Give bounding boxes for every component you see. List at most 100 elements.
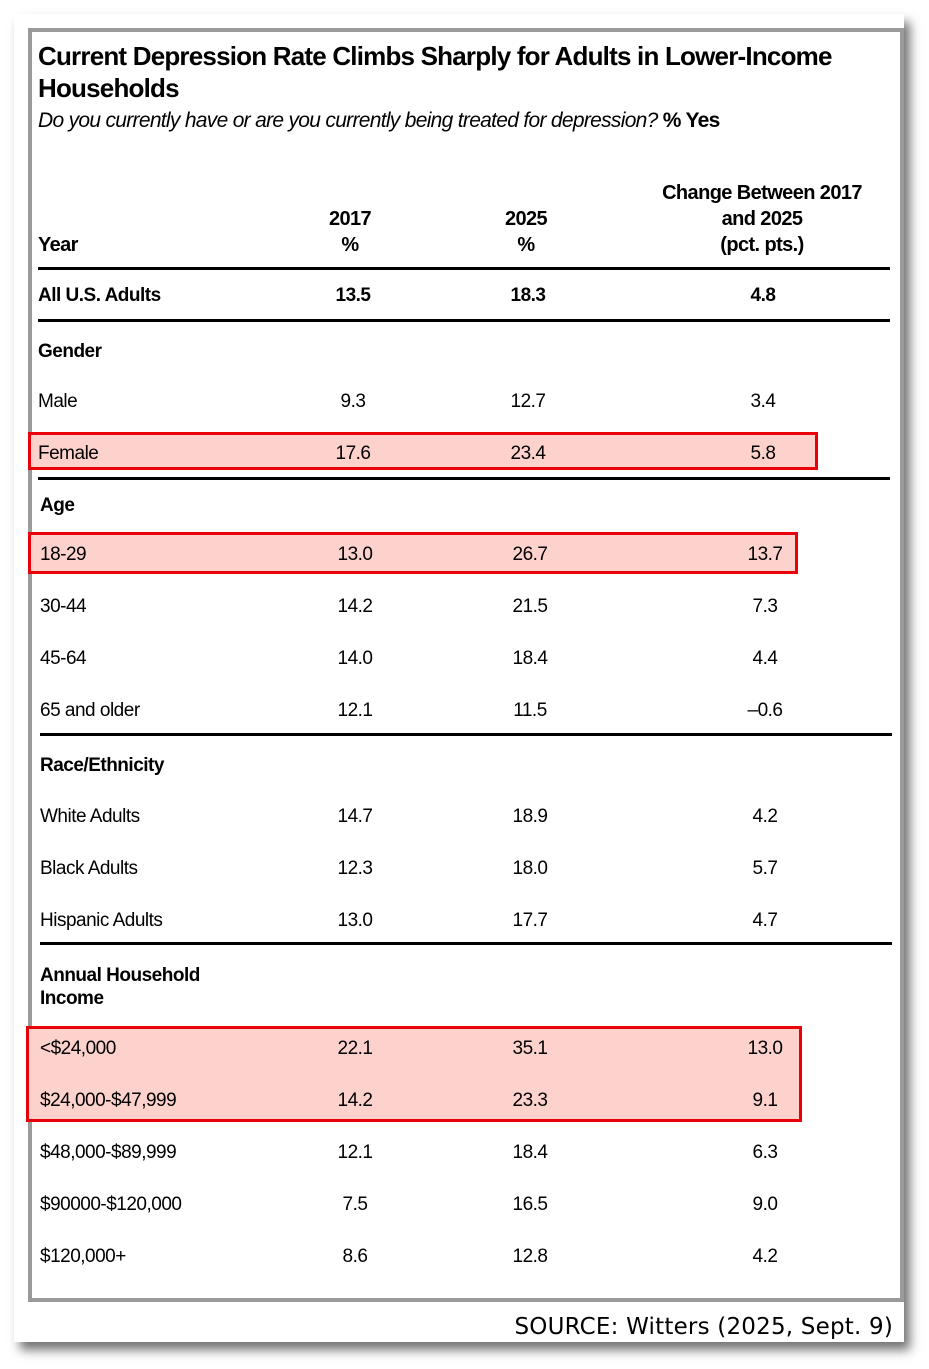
table-row: 30-44 14.2 21.5 7.3 bbox=[40, 587, 892, 627]
value-2025: 18.9 bbox=[512, 806, 548, 827]
section-title-gender: Gender bbox=[38, 341, 102, 362]
table-row: Male 9.3 12.7 3.4 bbox=[38, 382, 890, 422]
row-label: 45-64 bbox=[40, 648, 87, 669]
table-row: Hispanic Adults 13.0 17.7 4.7 bbox=[40, 901, 892, 941]
value-change: 5.7 bbox=[752, 858, 778, 879]
value-2025: 18.3 bbox=[510, 285, 546, 306]
section-title-line2: Income bbox=[40, 988, 104, 1009]
value-change: 4.4 bbox=[752, 648, 778, 669]
section-rule bbox=[40, 942, 892, 945]
value-2025: 16.5 bbox=[512, 1194, 548, 1215]
value-change: 4.7 bbox=[752, 910, 778, 931]
table-row-highlighted: $24,000-$47,999 14.2 23.3 9.1 bbox=[40, 1081, 892, 1121]
header-change-line2: and 2025 bbox=[721, 208, 803, 230]
section-rule bbox=[40, 733, 892, 736]
row-label: <$24,000 bbox=[40, 1038, 116, 1059]
row-label: $48,000-$89,999 bbox=[40, 1142, 177, 1163]
section-title-income: Annual Household Income bbox=[40, 964, 200, 1010]
value-change: 7.3 bbox=[752, 596, 778, 617]
value-change: 13.7 bbox=[747, 544, 783, 565]
value-2017: 13.0 bbox=[337, 544, 373, 565]
section-title-race: Race/Ethnicity bbox=[40, 755, 164, 776]
value-2025: 21.5 bbox=[512, 596, 548, 617]
measure-label: % Yes bbox=[662, 109, 721, 132]
table-row-highlighted: <$24,000 22.1 35.1 13.0 bbox=[40, 1029, 892, 1069]
header-2017: 2017 % bbox=[310, 206, 390, 258]
value-2017: 14.2 bbox=[337, 1090, 373, 1111]
header-change-line1: Change Between 2017 bbox=[662, 182, 862, 204]
value-2017: 17.6 bbox=[335, 443, 371, 464]
value-2017: 12.1 bbox=[337, 1142, 373, 1163]
section-rule bbox=[38, 477, 890, 480]
header-2025-year: 2025 bbox=[504, 208, 548, 230]
table-row: 45-64 14.0 18.4 4.4 bbox=[40, 639, 892, 679]
value-2025: 18.4 bbox=[512, 1142, 548, 1163]
value-change: 13.0 bbox=[747, 1038, 783, 1059]
value-2017: 12.3 bbox=[337, 858, 373, 879]
row-label: Black Adults bbox=[40, 858, 138, 879]
value-2025: 18.4 bbox=[512, 648, 548, 669]
table-row-highlighted: Female 17.6 23.4 5.8 bbox=[38, 434, 890, 474]
header-rule bbox=[38, 267, 890, 270]
row-label: 65 and older bbox=[40, 700, 140, 721]
row-label: Male bbox=[38, 391, 78, 412]
value-change: 4.2 bbox=[752, 806, 778, 827]
table-row-total: All U.S. Adults 13.5 18.3 4.8 bbox=[38, 276, 890, 316]
value-2025: 11.5 bbox=[513, 700, 547, 721]
value-2025: 26.7 bbox=[512, 544, 548, 565]
value-change: 5.8 bbox=[750, 443, 776, 464]
value-change: –0.6 bbox=[747, 700, 783, 721]
row-label: Hispanic Adults bbox=[40, 910, 163, 931]
header-2017-year: 2017 bbox=[328, 208, 372, 230]
row-label: $120,000+ bbox=[40, 1246, 126, 1267]
header-2025-unit: % bbox=[517, 234, 535, 256]
value-2025: 23.3 bbox=[512, 1090, 548, 1111]
row-label: $24,000-$47,999 bbox=[40, 1090, 177, 1111]
value-2017: 13.0 bbox=[337, 910, 373, 931]
table-row: White Adults 14.7 18.9 4.2 bbox=[40, 797, 892, 837]
value-change: 9.0 bbox=[752, 1194, 778, 1215]
value-change: 6.3 bbox=[752, 1142, 778, 1163]
value-2017: 14.0 bbox=[337, 648, 373, 669]
header-2025: 2025 % bbox=[486, 206, 566, 258]
survey-question: Do you currently have or are you current… bbox=[38, 109, 658, 132]
row-label: All U.S. Adults bbox=[38, 285, 161, 306]
value-2025: 35.1 bbox=[512, 1038, 548, 1059]
section-title-age: Age bbox=[40, 495, 75, 516]
value-2025: 17.7 bbox=[512, 910, 548, 931]
source-citation: SOURCE: Witters (2025, Sept. 9) bbox=[514, 1314, 893, 1340]
value-change: 9.1 bbox=[752, 1090, 778, 1111]
value-2017: 22.1 bbox=[337, 1038, 373, 1059]
table-row: 65 and older 12.1 11.5 –0.6 bbox=[40, 691, 892, 731]
header-2017-unit: % bbox=[341, 234, 359, 256]
table-row: Black Adults 12.3 18.0 5.7 bbox=[40, 849, 892, 889]
value-2025: 18.0 bbox=[512, 858, 548, 879]
header-change-line3: (pct. pts.) bbox=[720, 234, 804, 256]
header-change: Change Between 2017 and 2025 (pct. pts.) bbox=[640, 180, 884, 258]
table-row-highlighted: 18-29 13.0 26.7 13.7 bbox=[40, 535, 892, 575]
row-label: 30-44 bbox=[40, 596, 87, 617]
value-2017: 14.7 bbox=[337, 806, 373, 827]
value-2025: 23.4 bbox=[510, 443, 546, 464]
highlight-box-female bbox=[28, 432, 818, 470]
table-row: $48,000-$89,999 12.1 18.4 6.3 bbox=[40, 1133, 892, 1173]
highlight-box-18-29 bbox=[28, 532, 798, 574]
table-row: $90000-$120,000 7.5 16.5 9.0 bbox=[40, 1185, 892, 1225]
section-title-line1: Annual Household bbox=[40, 965, 200, 986]
table-title: Current Depression Rate Climbs Sharply f… bbox=[38, 41, 832, 103]
value-change: 4.8 bbox=[750, 285, 776, 306]
section-rule bbox=[38, 319, 890, 322]
value-2017: 13.5 bbox=[335, 285, 371, 306]
value-2017: 14.2 bbox=[337, 596, 373, 617]
table-subtitle: Do you currently have or are you current… bbox=[38, 108, 858, 134]
value-2017: 12.1 bbox=[337, 700, 373, 721]
value-2017: 7.5 bbox=[342, 1194, 368, 1215]
value-2017: 8.6 bbox=[342, 1246, 368, 1267]
row-label: White Adults bbox=[40, 806, 140, 827]
value-2017: 9.3 bbox=[340, 391, 366, 412]
table-row: $120,000+ 8.6 12.8 4.2 bbox=[40, 1237, 892, 1277]
value-2025: 12.8 bbox=[512, 1246, 548, 1267]
row-label: $90000-$120,000 bbox=[40, 1194, 182, 1215]
row-label: 18-29 bbox=[40, 544, 87, 565]
header-label-year: Year bbox=[38, 234, 78, 256]
